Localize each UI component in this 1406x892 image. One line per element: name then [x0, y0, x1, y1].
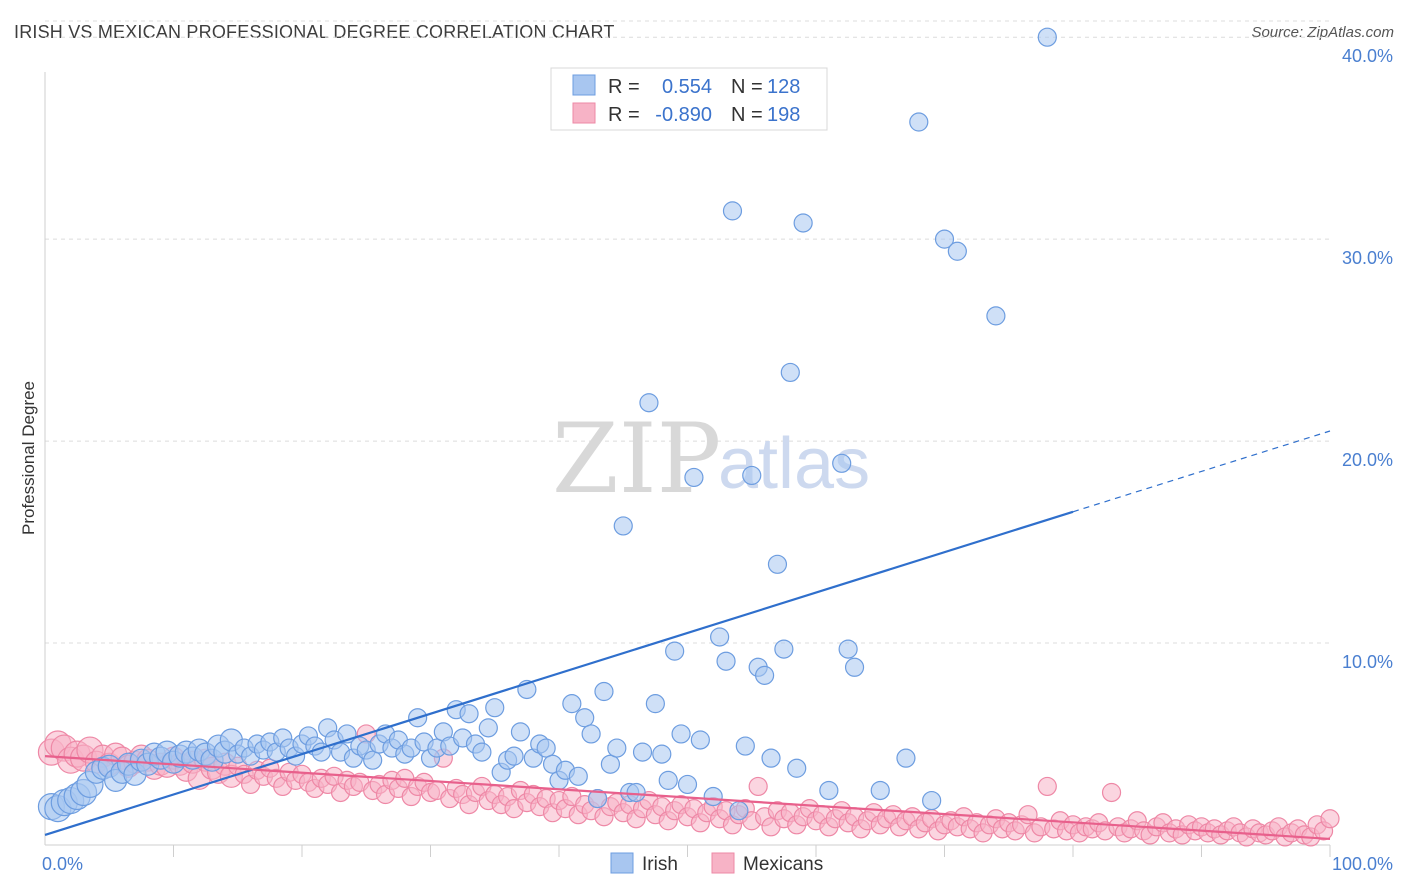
irish-point-112 [767, 554, 788, 574]
irish-point-123 [909, 112, 929, 132]
bottom-legend-label-mexicans: Mexicans [743, 854, 823, 875]
irish-point-105 [722, 201, 743, 221]
irish-point-84 [581, 724, 601, 744]
irish-point-114 [780, 362, 800, 383]
legend-r-value-mexicans: -0.890 [655, 104, 712, 126]
trend-lines [44, 430, 1331, 841]
y-tick-label-20: 20.0% [1342, 450, 1393, 470]
irish-point-98 [671, 724, 691, 744]
irish-point-72 [504, 746, 524, 766]
bottom-legend-swatch-irish [610, 852, 634, 874]
x-tick-label-max: 100.0% [1332, 854, 1393, 874]
irish-point-65 [459, 704, 479, 724]
mexicans-point-155 [1037, 776, 1057, 797]
y-tick-label-10: 10.0% [1342, 652, 1393, 672]
mexicans-point-165 [1101, 782, 1122, 803]
irish-point-122 [896, 748, 916, 768]
irish-point-67 [472, 742, 492, 762]
mexicans-point-110 [748, 776, 768, 797]
irish-point-85 [587, 788, 608, 809]
legend-r-label-mexicans: R = [608, 104, 640, 126]
irish-point-103 [710, 627, 730, 647]
grid-lines [45, 20, 1330, 644]
irish-point-50 [363, 750, 383, 770]
x-tick-label-min: 0.0% [42, 854, 83, 874]
irish-point-111 [761, 748, 781, 768]
irish-point-120 [844, 657, 865, 677]
irish-point-92 [632, 742, 653, 762]
irish-point-127 [986, 306, 1006, 326]
mexicans-point-199 [1320, 809, 1340, 829]
irish-point-102 [703, 786, 723, 807]
legend-r-value-irish: 0.554 [662, 76, 712, 98]
legend-box: R = 0.554 N = 128 R = -0.890 N = 198 [550, 67, 828, 131]
legend-n-label-irish: N = [731, 76, 763, 98]
irish-point-104 [716, 651, 736, 671]
irish-point-93 [639, 393, 659, 413]
irish-point-94 [645, 694, 665, 714]
irish-point-116 [793, 213, 813, 233]
y-tick-label-40: 40.0% [1342, 46, 1393, 66]
irish-point-91 [626, 782, 646, 803]
bottom-legend-label-irish: Irish [642, 854, 678, 875]
irish-point-125 [934, 229, 955, 249]
irish-point-126 [947, 241, 967, 261]
irish-point-100 [684, 467, 704, 488]
irish-point-101 [690, 730, 710, 750]
x-tick-marks [173, 845, 1331, 857]
mexicans-trend-line [44, 755, 1331, 841]
legend-swatch-mexicans [572, 102, 596, 124]
irish-point-106 [729, 801, 749, 821]
irish-point-115 [787, 758, 807, 778]
legend-swatch-irish [572, 74, 596, 96]
bottom-legend: Irish Mexicans [610, 852, 823, 875]
legend-n-value-mexicans: 198 [767, 104, 800, 126]
irish-point-108 [742, 465, 762, 486]
bottom-legend-swatch-mexicans [711, 852, 735, 874]
irish-point-95 [652, 744, 672, 764]
irish-point-119 [838, 639, 858, 659]
y-tick-label-30: 30.0% [1342, 248, 1393, 268]
irish-point-99 [677, 774, 698, 795]
watermark-zip: ZIP [552, 403, 721, 515]
legend-r-label-irish: R = [608, 76, 640, 98]
irish-points [37, 27, 1057, 823]
irish-point-83 [575, 708, 595, 728]
legend-n-value-irish: 128 [767, 76, 800, 98]
irish-point-82 [568, 766, 588, 786]
irish-trend-line-extension [1072, 430, 1331, 513]
irish-trend-line [44, 510, 1074, 836]
irish-point-117 [819, 780, 839, 801]
irish-point-81 [562, 694, 582, 714]
irish-point-88 [607, 738, 627, 758]
irish-point-121 [870, 780, 890, 801]
legend-n-label-mexicans: N = [731, 104, 763, 126]
irish-point-86 [594, 681, 614, 702]
irish-point-124 [922, 790, 942, 811]
irish-point-87 [600, 754, 621, 774]
irish-point-118 [832, 453, 852, 473]
irish-point-89 [613, 516, 633, 536]
irish-point-68 [478, 718, 498, 738]
watermark: ZIP atlas [552, 403, 870, 515]
irish-point-69 [485, 698, 505, 718]
irish-point-97 [665, 641, 685, 661]
y-axis-label: Professional Degree [19, 381, 38, 535]
irish-point-107 [735, 736, 755, 756]
irish-point-96 [658, 770, 678, 790]
irish-point-110 [754, 665, 775, 685]
irish-point-73 [510, 722, 531, 742]
legend-box-frame [550, 67, 828, 131]
irish-point-77 [536, 738, 556, 758]
irish-point-113 [774, 639, 794, 659]
irish-point-128 [1037, 27, 1057, 47]
y-tick-labels: 10.0% 20.0% 30.0% 40.0% [1342, 46, 1393, 672]
